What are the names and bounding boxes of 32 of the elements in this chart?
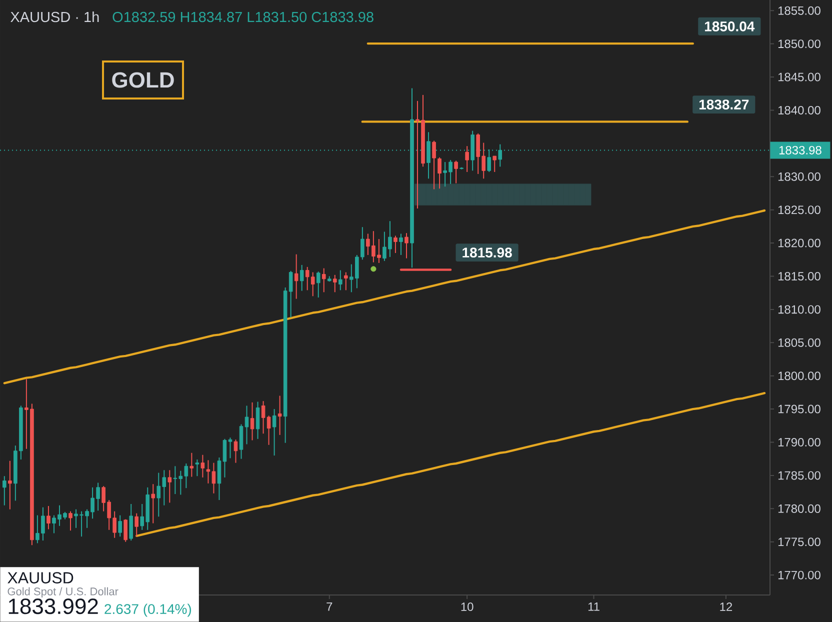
text: XAUUSD · 1h <box>10 11 99 22</box>
series-label: 1815.98 <box>462 248 512 258</box>
text: 2.637 (0.14%) <box>104 604 192 617</box>
y-tick-label: 1815.00 <box>778 272 820 280</box>
y-tick-label: 1855.00 <box>778 6 820 15</box>
text: O1832.59 H1834.87 L1831.50 C1833.98 <box>112 12 374 22</box>
y-tick-label: 1795.00 <box>778 404 820 414</box>
annotation: GOLD <box>112 72 174 88</box>
x-tick-label: 7 <box>326 602 332 611</box>
series-label: 1850.04 <box>704 21 755 32</box>
y-tick-label: 1825.00 <box>778 206 820 214</box>
y-tick-label: 1850.00 <box>778 40 820 48</box>
y-tick-label: 1805.00 <box>778 338 820 347</box>
y-tick-label: 1820.00 <box>778 238 820 248</box>
series-label: 1838.27 <box>699 100 749 110</box>
annotation: XAUUSD <box>8 572 74 584</box>
x-tick-label: 10 <box>461 602 474 612</box>
text: 1833.992 <box>8 598 98 614</box>
y-tick-label: 1845.00 <box>778 72 820 82</box>
y-tick-label: 1830.00 <box>778 172 820 181</box>
ref-line-label: 1833.98 <box>779 146 822 154</box>
y-tick-label: 1780.00 <box>778 504 820 513</box>
x-tick-label: 11 <box>588 602 600 611</box>
y-tick-label: 1790.00 <box>778 438 820 447</box>
y-tick-label: 1810.00 <box>778 305 820 314</box>
y-tick-label: 1770.00 <box>778 570 820 580</box>
y-tick-label: 1840.00 <box>778 106 820 114</box>
annotation: Gold Spot / U.S. Dollar <box>8 587 118 598</box>
y-tick-label: 1785.00 <box>778 471 820 480</box>
x-tick-label: 12 <box>720 602 732 611</box>
y-tick-label: 1775.00 <box>778 538 820 546</box>
y-tick-label: 1800.00 <box>778 372 820 380</box>
